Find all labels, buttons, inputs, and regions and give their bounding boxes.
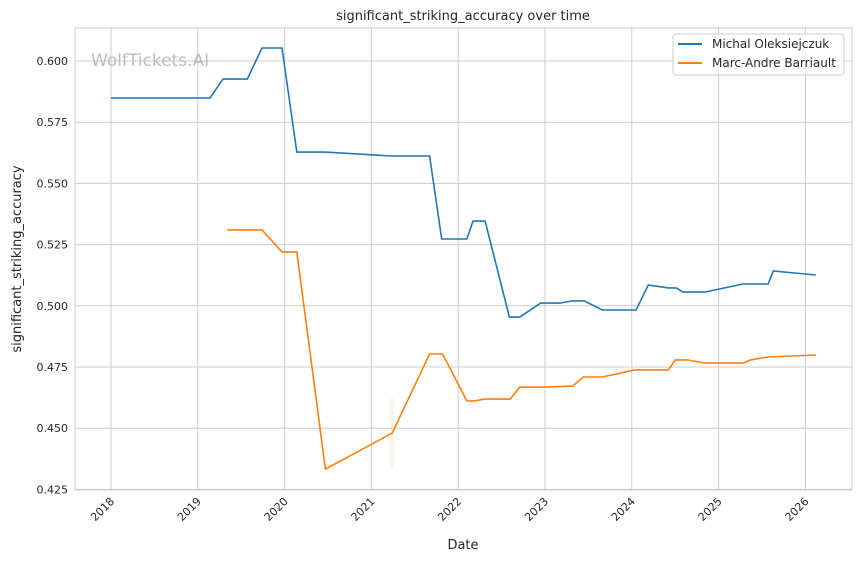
x-tick-label: 2025 [696, 495, 725, 524]
y-tick-label: 0.575 [37, 116, 69, 129]
y-tick-label: 0.525 [37, 239, 69, 252]
x-tick-label: 2022 [435, 495, 464, 524]
x-tick-label: 2023 [522, 495, 551, 524]
x-tick-label: 2021 [349, 495, 378, 524]
grid [75, 28, 852, 490]
legend-label-marc-andre: Marc-Andre Barriault [712, 56, 836, 70]
y-tick-label: 0.425 [37, 483, 69, 496]
legend-box [672, 33, 845, 76]
y-tick-label: 0.450 [37, 422, 69, 435]
x-tick-label: 2024 [609, 495, 638, 524]
x-axis-label: Date [447, 538, 478, 553]
plot-frame [74, 27, 853, 491]
y-axis-label: significant_striking_accuracy [10, 165, 25, 353]
y-tick-label: 0.500 [37, 300, 69, 313]
legend-label-michal: Michal Oleksiejczuk [712, 37, 829, 51]
ticks: 2018 2019 2020 2021 2022 2023 2024 2025 2026 0.42… [37, 55, 812, 524]
chart-title: significant_striking_accuracy over time [336, 9, 590, 24]
series-group [111, 47, 816, 471]
x-tick-label: 2018 [88, 495, 117, 524]
series-line-michal-oleksiejczuk [111, 47, 816, 318]
series-line-marc-andre-barriault [227, 229, 816, 471]
x-tick-label: 2020 [262, 495, 291, 524]
y-tick-label: 0.475 [37, 361, 69, 374]
x-tick-label: 2026 [783, 495, 812, 524]
legend: Michal Oleksiejczuk Marc-Andre Barriault [672, 33, 845, 76]
x-tick-label: 2019 [175, 495, 204, 524]
y-tick-label: 0.550 [37, 177, 69, 190]
watermark: WolfTickets.AI [91, 51, 209, 71]
y-tick-label: 0.600 [37, 55, 69, 68]
